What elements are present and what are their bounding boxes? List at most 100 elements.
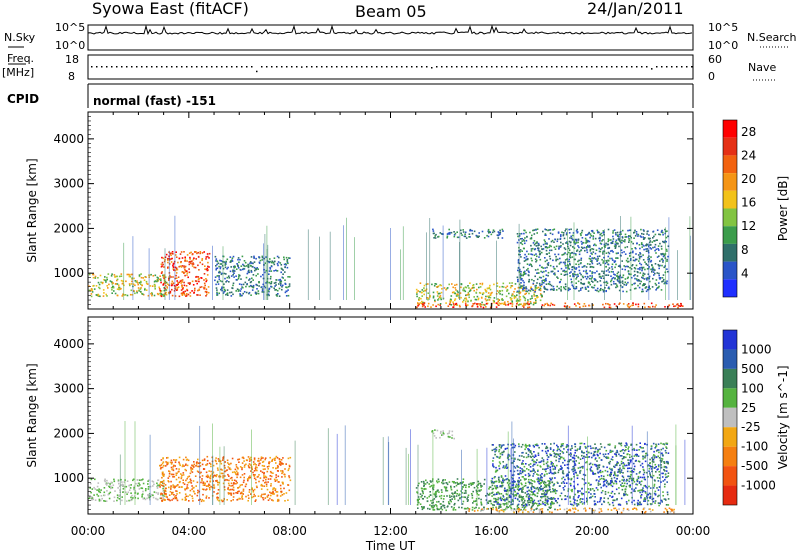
echo-cell [544, 492, 546, 494]
echo-cell [480, 292, 482, 294]
echo-cell [171, 463, 173, 465]
echo-cell [589, 284, 591, 286]
echo-cell [474, 508, 476, 510]
echo-cell [98, 491, 100, 493]
echo-cell [280, 281, 282, 283]
echo-cell [614, 245, 616, 247]
echo-cell [598, 232, 600, 234]
echo-cell [197, 466, 199, 468]
echo-cell [260, 495, 262, 497]
echo-cell [254, 495, 256, 497]
echo-cell [128, 274, 130, 276]
echo-cell [217, 467, 219, 469]
echo-cell [273, 270, 275, 272]
echo-cell [589, 278, 591, 280]
echo-cell [287, 499, 289, 501]
echo-cell [552, 488, 554, 490]
echo-cell [256, 285, 258, 287]
echo-cell [503, 465, 505, 467]
echo-cell [255, 468, 257, 470]
echo-cell [169, 473, 171, 475]
echo-cell [253, 274, 255, 276]
echo-cell [500, 447, 502, 449]
echo-cell [546, 455, 548, 457]
echo-cell [235, 469, 237, 471]
echo-cell [205, 489, 207, 491]
echo-cell [230, 271, 232, 273]
echo-cell [502, 461, 504, 463]
echo-cell [460, 482, 462, 484]
echo-cell [119, 276, 121, 278]
echo-cell [497, 301, 499, 303]
echo-cell [536, 508, 538, 510]
echo-cell [533, 242, 535, 244]
echo-cell [617, 286, 619, 288]
echo-cell [444, 507, 446, 509]
echo-cell [106, 484, 108, 486]
echo-cell [275, 462, 277, 464]
echo-cell [635, 235, 637, 237]
echo-cell [639, 252, 641, 254]
echo-cell [220, 280, 222, 282]
echo-cell [618, 281, 620, 283]
echo-cell [554, 477, 556, 479]
echo-cell [542, 490, 544, 492]
echo-cell [284, 267, 286, 269]
echo-cell [540, 288, 542, 290]
echo-cell [575, 239, 577, 241]
echo-cell [549, 489, 551, 491]
echo-cell [546, 253, 548, 255]
echo-cell [490, 289, 492, 291]
echo-cell [94, 288, 96, 290]
echo-cell [427, 299, 429, 301]
echo-cell [489, 493, 491, 495]
echo-cell [232, 489, 234, 491]
nsearch-top-label: 10^5 [708, 21, 738, 34]
echo-cell [98, 282, 100, 284]
echo-cell [480, 489, 482, 491]
freq-point [226, 66, 228, 68]
echo-cell [141, 496, 143, 498]
echo-cell [666, 230, 668, 232]
echo-cell [664, 306, 666, 308]
echo-cell [613, 238, 615, 240]
echo-cell [583, 270, 585, 272]
echo-cell [271, 476, 273, 478]
echo-cell [586, 234, 588, 236]
nave-bottom-label: 0 [708, 70, 715, 83]
echo-cell [179, 296, 181, 298]
echo-cell [611, 278, 613, 280]
echo-cell [568, 268, 570, 270]
echo-cell [461, 507, 463, 509]
echo-cell [283, 493, 285, 495]
echo-cell [496, 302, 498, 304]
freq-point [361, 66, 363, 68]
echo-cell [220, 266, 222, 268]
echo-cell [580, 289, 582, 291]
echo-cell [497, 290, 499, 292]
echo-cell [156, 483, 158, 485]
echo-cell [666, 470, 668, 472]
echo-cell [597, 258, 599, 260]
echo-cell [185, 258, 187, 260]
echo-cell [228, 281, 230, 283]
echo-cell [156, 281, 158, 283]
echo-cell [268, 478, 270, 480]
echo-cell [533, 473, 535, 475]
echo-cell [130, 484, 132, 486]
echo-cell [420, 282, 422, 284]
echo-cell [580, 250, 582, 252]
echo-cell [642, 254, 644, 256]
echo-cell [246, 484, 248, 486]
echo-cell [197, 290, 199, 292]
echo-cell [113, 290, 115, 292]
echo-cell [585, 287, 587, 289]
echo-cell [589, 255, 591, 257]
echo-cell [560, 446, 562, 448]
echo-cell [577, 274, 579, 276]
echo-cell [153, 481, 155, 483]
echo-cell [219, 260, 221, 262]
echo-cell [128, 492, 130, 494]
echo-cell [138, 483, 140, 485]
echo-cell [656, 249, 658, 251]
